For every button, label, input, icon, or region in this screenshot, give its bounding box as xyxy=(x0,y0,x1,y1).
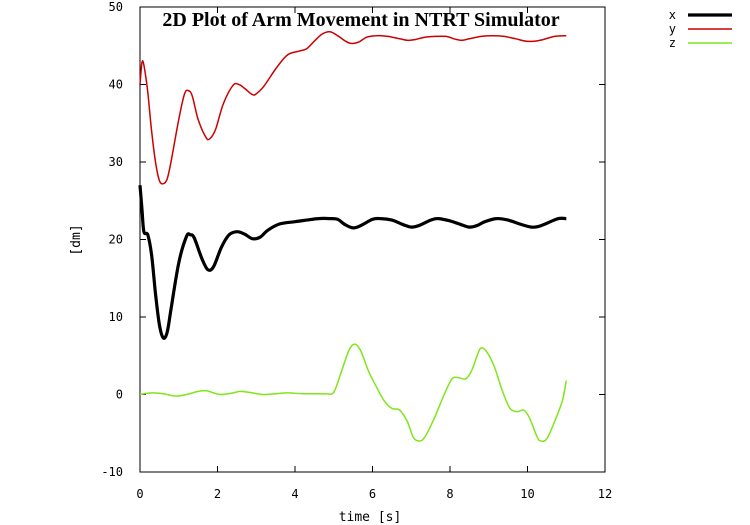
x-tick-label: 8 xyxy=(446,487,453,501)
y-tick-label: 40 xyxy=(109,78,123,92)
x-axis-title: time [s] xyxy=(339,510,402,525)
x-tick-label: 4 xyxy=(291,487,298,501)
series-lines xyxy=(138,31,568,442)
x-tick-label: 6 xyxy=(369,487,376,501)
series-line-z xyxy=(139,343,568,442)
y-tick-label: -10 xyxy=(101,465,123,479)
x-tick-label: 0 xyxy=(136,487,143,501)
legend: xyz xyxy=(669,8,732,50)
legend-label-y: y xyxy=(669,22,676,36)
legend-label-z: z xyxy=(669,36,676,50)
plot-frame xyxy=(139,6,606,473)
y-axis-title: [dm] xyxy=(69,224,84,255)
series-line-y xyxy=(139,31,567,185)
chart-title: 2D Plot of Arm Movement in NTRT Simulato… xyxy=(162,9,559,31)
y-tick-label: 50 xyxy=(109,0,123,14)
x-tick-label: 2 xyxy=(214,487,221,501)
x-tick-label: 10 xyxy=(520,487,534,501)
axis-ticks: 0 2 4 6 8 10 12 -10 0 10 20 30 40 50 xyxy=(101,0,612,501)
y-tick-label: 10 xyxy=(109,310,123,324)
legend-label-x: x xyxy=(669,8,676,22)
x-tick-label: 12 xyxy=(598,487,612,501)
y-tick-label: 20 xyxy=(109,233,123,247)
y-tick-label: 0 xyxy=(116,388,123,402)
series-line-x xyxy=(138,185,567,340)
y-tick-label: 30 xyxy=(109,155,123,169)
